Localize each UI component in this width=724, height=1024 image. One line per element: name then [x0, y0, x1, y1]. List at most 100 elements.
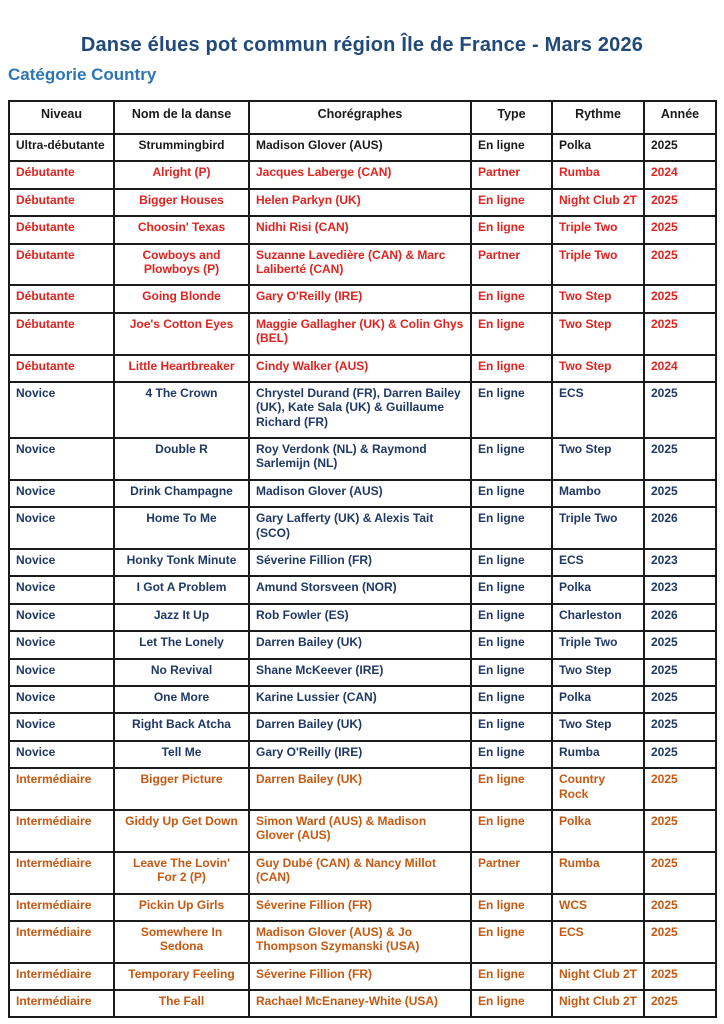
cell-dance-name: Let The Lonely	[113, 630, 250, 660]
table-row: Intermédiaire The Fall Rachael McEnaney-…	[8, 989, 717, 1019]
cell-rhythm: Night Club 2T	[551, 961, 645, 992]
cell-choreographers: Darren Bailey (UK)	[248, 630, 472, 660]
cell-rhythm: Triple Two	[551, 242, 645, 287]
cell-dance-name: Choosin' Texas	[113, 215, 250, 245]
table-row: Novice Let The Lonely Darren Bailey (UK)…	[8, 630, 717, 660]
cell-type: En ligne	[470, 961, 553, 992]
cell-rhythm: Mambo	[551, 478, 645, 509]
cell-choreographers: Nidhi Risi (CAN)	[248, 215, 472, 245]
cell-year: 2026	[643, 602, 717, 633]
table-row: Novice Jazz It Up Rob Fowler (ES) En lig…	[8, 602, 717, 633]
table-row: Novice I Got A Problem Amund Storsveen (…	[8, 575, 717, 605]
cell-rhythm: WCS	[551, 892, 645, 922]
cell-type: En ligne	[470, 215, 553, 245]
table-row: Intermédiaire Somewhere In Sedona Madiso…	[8, 919, 717, 964]
cell-year: 2025	[643, 989, 717, 1019]
table-row: Débutante Choosin' Texas Nidhi Risi (CAN…	[8, 215, 717, 245]
cell-type: Partner	[470, 850, 553, 895]
table-body: Ultra-débutante Strummingbird Madison Gl…	[8, 132, 717, 1019]
cell-niveau: Novice	[8, 575, 115, 605]
table-row: Débutante Bigger Houses Helen Parkyn (UK…	[8, 187, 717, 218]
cell-type: En ligne	[470, 657, 553, 687]
cell-choreographers: Rachael McEnaney-White (USA)	[248, 989, 472, 1019]
cell-year: 2025	[643, 242, 717, 287]
cell-rhythm: Polka	[551, 808, 645, 853]
cell-niveau: Novice	[8, 548, 115, 578]
cell-niveau: Intermédiaire	[8, 767, 115, 811]
cell-niveau: Novice	[8, 380, 115, 440]
cell-niveau: Intermédiaire	[8, 961, 115, 992]
table-row: Novice Double R Roy Verdonk (NL) & Raymo…	[8, 437, 717, 481]
cell-type: En ligne	[470, 132, 553, 163]
cell-year: 2025	[643, 187, 717, 218]
cell-year: 2025	[643, 767, 717, 811]
cell-choreographers: Karine Lussier (CAN)	[248, 684, 472, 715]
cell-choreographers: Rob Fowler (ES)	[248, 602, 472, 633]
header-rythme: Rythme	[551, 100, 645, 135]
cell-choreographers: Séverine Fillion (FR)	[248, 548, 472, 578]
cell-type: Partner	[470, 242, 553, 287]
header-type: Type	[470, 100, 553, 135]
cell-type: En ligne	[470, 353, 553, 383]
cell-choreographers: Amund Storsveen (NOR)	[248, 575, 472, 605]
cell-dance-name: Somewhere In Sedona	[113, 919, 250, 964]
cell-dance-name: No Revival	[113, 657, 250, 687]
cell-type: En ligne	[470, 989, 553, 1019]
cell-year: 2025	[643, 850, 717, 895]
cell-year: 2025	[643, 437, 717, 481]
page-title: Danse élues pot commun région Île de Fra…	[80, 34, 644, 56]
cell-choreographers: Séverine Fillion (FR)	[248, 961, 472, 992]
table-row: Novice Drink Champagne Madison Glover (A…	[8, 478, 717, 509]
cell-dance-name: Right Back Atcha	[113, 712, 250, 742]
cell-type: En ligne	[470, 506, 553, 551]
cell-rhythm: Triple Two	[551, 506, 645, 551]
cell-niveau: Novice	[8, 630, 115, 660]
cell-niveau: Intermédiaire	[8, 989, 115, 1019]
table-row: Novice One More Karine Lussier (CAN) En …	[8, 684, 717, 715]
cell-niveau: Intermédiaire	[8, 850, 115, 895]
cell-dance-name: Jazz It Up	[113, 602, 250, 633]
cell-rhythm: Two Step	[551, 657, 645, 687]
cell-year: 2025	[643, 657, 717, 687]
cell-dance-name: Joe's Cotton Eyes	[113, 311, 250, 356]
cell-niveau: Novice	[8, 657, 115, 687]
cell-type: En ligne	[470, 575, 553, 605]
cell-choreographers: Madison Glover (AUS) & Jo Thompson Szyma…	[248, 919, 472, 964]
cell-type: En ligne	[470, 630, 553, 660]
cell-choreographers: Madison Glover (AUS)	[248, 132, 472, 163]
cell-dance-name: The Fall	[113, 989, 250, 1019]
cell-type: En ligne	[470, 478, 553, 509]
cell-niveau: Débutante	[8, 215, 115, 245]
cell-rhythm: Rumba	[551, 160, 645, 190]
cell-type: En ligne	[470, 684, 553, 715]
cell-choreographers: Chrystel Durand (FR), Darren Bailey (UK)…	[248, 380, 472, 440]
cell-year: 2025	[643, 380, 717, 440]
cell-dance-name: Honky Tonk Minute	[113, 548, 250, 578]
header-choregraphes: Chorégraphes	[248, 100, 472, 135]
cell-rhythm: Polka	[551, 132, 645, 163]
cell-niveau: Débutante	[8, 160, 115, 190]
cell-niveau: Débutante	[8, 187, 115, 218]
cell-rhythm: Triple Two	[551, 630, 645, 660]
table-row: Intermédiaire Giddy Up Get Down Simon Wa…	[8, 808, 717, 853]
table-row: Intermédiaire Pickin Up Girls Séverine F…	[8, 892, 717, 922]
cell-choreographers: Madison Glover (AUS)	[248, 478, 472, 509]
cell-type: En ligne	[470, 311, 553, 356]
cell-rhythm: Polka	[551, 684, 645, 715]
cell-type: En ligne	[470, 548, 553, 578]
cell-niveau: Ultra-débutante	[8, 132, 115, 163]
cell-type: En ligne	[470, 187, 553, 218]
cell-choreographers: Guy Dubé (CAN) & Nancy Millot (CAN)	[248, 850, 472, 895]
table-row: Débutante Little Heartbreaker Cindy Walk…	[8, 353, 717, 383]
cell-choreographers: Maggie Gallagher (UK) & Colin Ghys (BEL)	[248, 311, 472, 356]
cell-rhythm: Two Step	[551, 712, 645, 742]
cell-year: 2025	[643, 684, 717, 715]
table-row: Novice Home To Me Gary Lafferty (UK) & A…	[8, 506, 717, 551]
cell-niveau: Débutante	[8, 353, 115, 383]
cell-rhythm: Night Club 2T	[551, 989, 645, 1019]
cell-year: 2025	[643, 284, 717, 314]
cell-year: 2025	[643, 132, 717, 163]
header-annee: Année	[643, 100, 717, 135]
cell-choreographers: Gary Lafferty (UK) & Alexis Tait (SCO)	[248, 506, 472, 551]
cell-dance-name: Temporary Feeling	[113, 961, 250, 992]
